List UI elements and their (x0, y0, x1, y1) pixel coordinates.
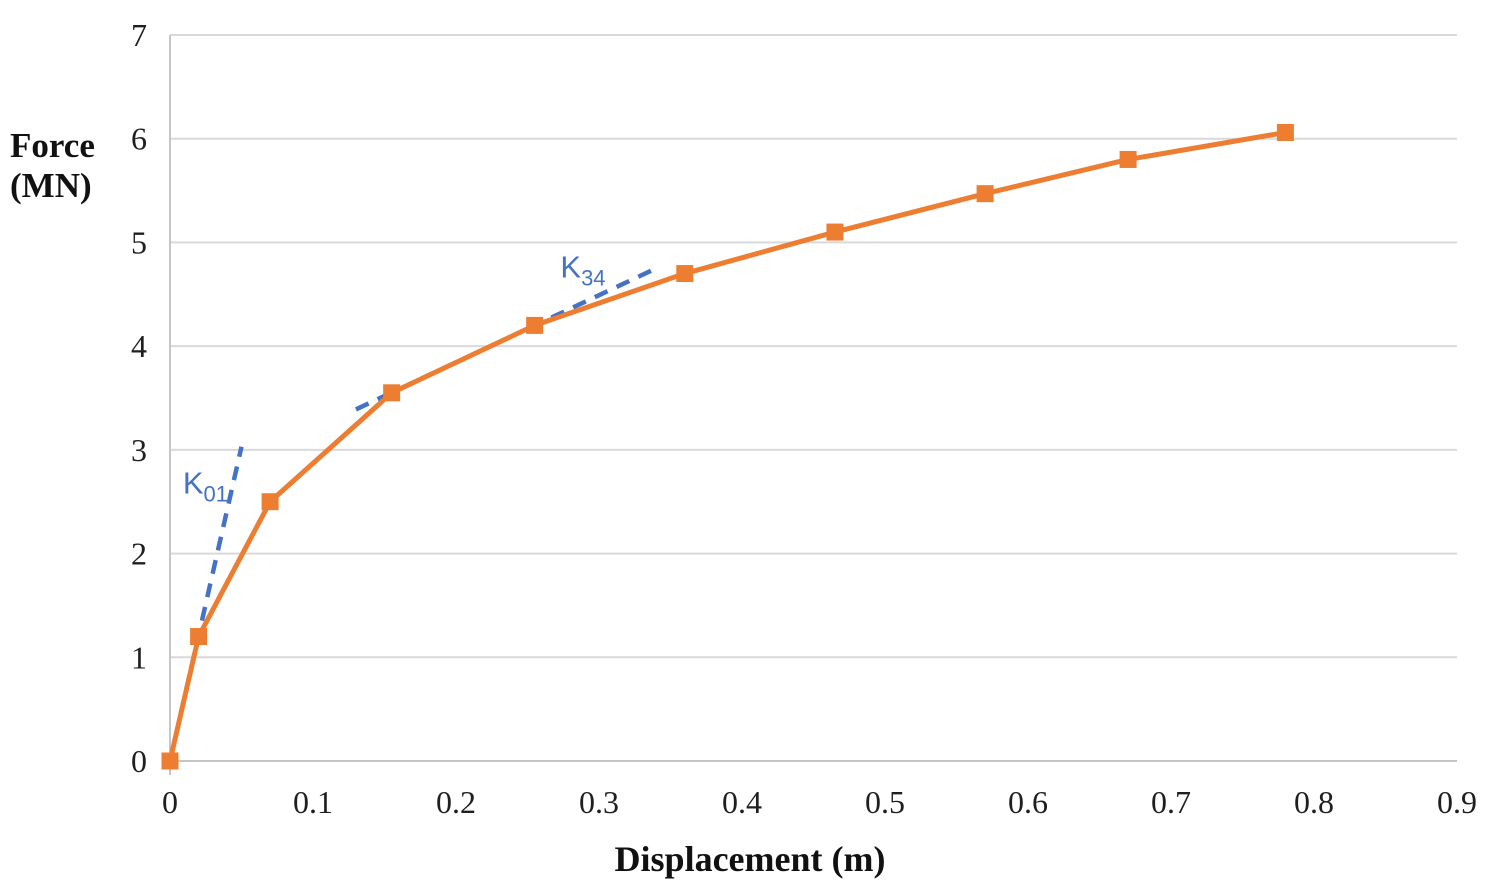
x-tick-label: 0.7 (1151, 784, 1191, 820)
k01-label: K01 (183, 465, 228, 506)
x-tick-label: 0.5 (865, 784, 905, 820)
y-tick-label: 6 (131, 121, 147, 157)
x-tick-label: 0.9 (1437, 784, 1477, 820)
y-axis-title-line1: Force (10, 126, 95, 165)
y-tick-label: 0 (131, 743, 147, 779)
k34-label-subscript: 34 (581, 266, 605, 291)
x-tick-label: 0.3 (579, 784, 619, 820)
x-tick-label: 0 (162, 784, 178, 820)
k34-label: K34 (560, 250, 605, 291)
data-point-marker (676, 265, 694, 283)
x-axis-title: Displacement (m) (614, 839, 886, 879)
y-tick-label: 7 (131, 17, 147, 53)
data-point-marker (976, 185, 994, 203)
data-point-marker (826, 223, 844, 241)
y-tick-label: 2 (131, 536, 147, 572)
k01-label-main: K (183, 465, 204, 500)
data-point-marker (526, 316, 544, 334)
data-point-marker (383, 384, 401, 402)
x-tick-label: 0.1 (293, 784, 333, 820)
y-axis-title: Force (MN) (10, 126, 95, 206)
data-point-marker (161, 752, 179, 770)
x-tick-label: 0.2 (436, 784, 476, 820)
y-tick-label: 5 (131, 224, 147, 260)
x-tick-label: 0.4 (722, 784, 762, 820)
force-curve-line (167, 129, 1288, 764)
data-point-marker (190, 628, 208, 646)
x-tick-label: 0.6 (1008, 784, 1048, 820)
k34-label-main: K (560, 250, 581, 285)
x-tick-label: 0.8 (1294, 784, 1334, 820)
data-point-marker (261, 493, 279, 511)
y-tick-label: 1 (131, 639, 147, 675)
y-tick-label: 3 (131, 432, 147, 468)
data-point-marker (1119, 150, 1137, 168)
y-tick-label: 4 (131, 328, 147, 364)
data-point-marker (1276, 123, 1294, 141)
k01-label-subscript: 01 (204, 481, 228, 506)
y-axis-title-line2: (MN) (10, 166, 92, 205)
